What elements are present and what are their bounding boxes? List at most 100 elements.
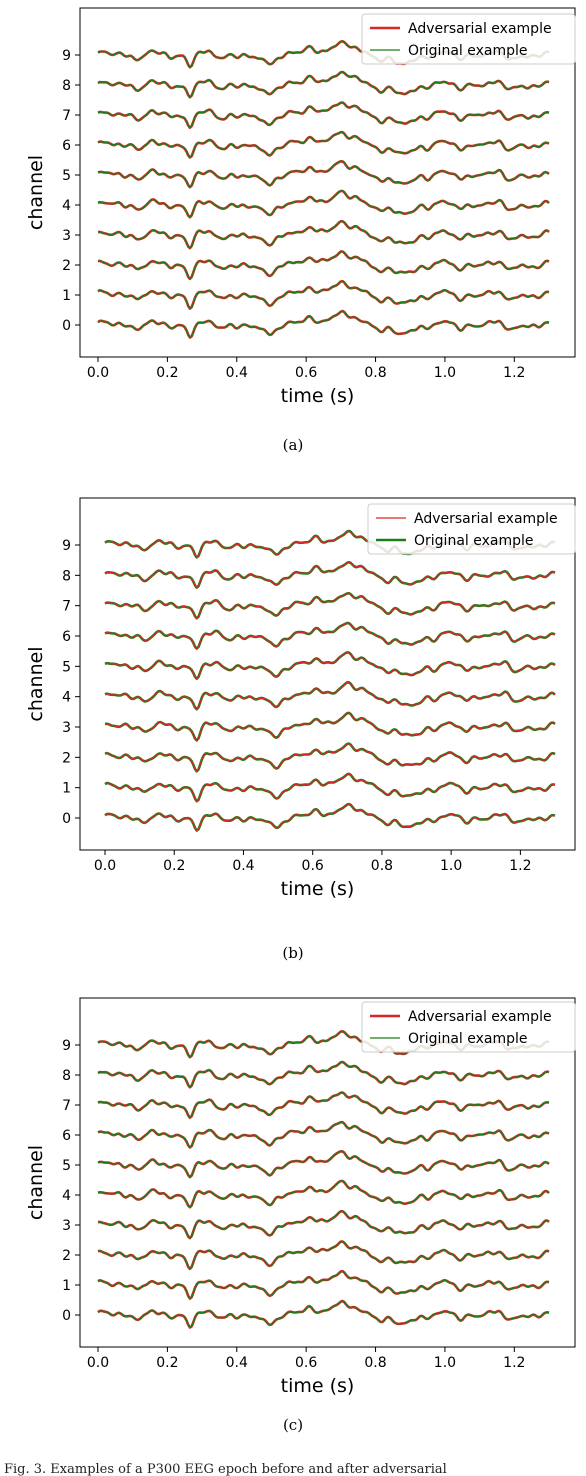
legend-box — [361, 1001, 576, 1053]
x-tick-label: 1.2 — [509, 858, 531, 874]
x-tick-label: 1.0 — [440, 858, 462, 874]
y-tick-label: 4 — [62, 690, 71, 706]
legend-label: Adversarial example — [408, 21, 552, 37]
x-axis-label: time (s) — [281, 385, 355, 407]
y-tick-label: 9 — [62, 48, 71, 64]
x-tick-label: 0.6 — [302, 858, 324, 874]
chart-svg-b: 0.0 0.2 0.4 0.6 0.8 1.0 1.2 0 1 2 3 4 5 6 7 8 9 time (s) c… — [25, 497, 576, 900]
y-tick-label: 3 — [62, 228, 71, 244]
caption-b: (b) — [282, 944, 304, 962]
chart-svg-c: 0.0 0.2 0.4 0.6 0.8 1.0 1.2 0 1 2 3 4 5 6 7 8 9 time (s) c… — [25, 997, 576, 1397]
series-line-0-ch2 — [104, 742, 556, 773]
y-tick-label: 7 — [62, 599, 71, 615]
x-tick-label: 0.6 — [295, 1355, 317, 1371]
series-line-1-ch2 — [97, 1240, 550, 1270]
y-tick-label: 4 — [62, 1188, 71, 1204]
chart-panel-c: 0.0 0.2 0.4 0.6 0.8 1.0 1.2 0 1 2 3 4 5 6 7 8 9 time (s) c… — [0, 990, 586, 1450]
x-tick-label: 0.0 — [94, 858, 116, 874]
series-line-1-ch8 — [97, 1061, 550, 1088]
y-tick-label: 1 — [62, 781, 71, 797]
y-tick-label: 6 — [62, 629, 71, 645]
y-tick-label: 1 — [62, 288, 71, 304]
y-tick-label: 0 — [62, 811, 71, 827]
y-tick-label: 6 — [62, 1128, 71, 1144]
series-line-1-ch1 — [97, 280, 550, 310]
x-tick-label: 0.6 — [295, 365, 317, 381]
series-line-1-ch5 — [97, 1150, 550, 1178]
series-line-1-ch7 — [97, 102, 550, 129]
legend-box — [361, 13, 576, 65]
series-line-0-ch5 — [104, 651, 556, 680]
x-tick-label: 0.4 — [226, 365, 248, 381]
series-line-1-ch8 — [97, 71, 550, 98]
y-tick-label: 2 — [62, 258, 71, 274]
series-line-1-ch0 — [97, 1300, 550, 1329]
y-tick-label: 8 — [62, 78, 71, 94]
y-axis-label: channel — [25, 155, 47, 230]
x-tick-label: 1.0 — [434, 1355, 456, 1371]
series-line-1-ch6 — [97, 131, 550, 159]
y-tick-label: 0 — [62, 318, 71, 334]
y-tick-label: 7 — [62, 108, 71, 124]
plot-frame — [79, 7, 576, 358]
y-tick-label: 9 — [62, 1038, 71, 1054]
caption-c: (c) — [282, 1416, 304, 1434]
series-line-1-ch3 — [97, 220, 550, 249]
y-tick-label: 0 — [62, 1308, 71, 1324]
y-tick-label: 3 — [62, 720, 71, 736]
x-axis-label: time (s) — [281, 878, 355, 900]
x-tick-label: 1.0 — [434, 365, 456, 381]
x-tick-label: 0.8 — [364, 1355, 386, 1371]
series-line-1-ch4 — [97, 1180, 550, 1209]
y-tick-label: 5 — [62, 659, 71, 675]
y-tick-label: 8 — [62, 568, 71, 584]
x-tick-label: 1.2 — [503, 365, 525, 381]
x-tick-label: 0.2 — [163, 858, 185, 874]
series-line-1-ch2 — [97, 250, 550, 280]
y-tick-label: 7 — [62, 1098, 71, 1114]
series-line-0-ch4 — [104, 681, 556, 710]
legend-label: Original example — [414, 533, 534, 549]
chart-panel-a: 0.0 0.2 0.4 0.6 0.8 1.0 1.2 0 1 2 3 4 5 6 7 8 9 time (s) c… — [0, 0, 586, 470]
series-line-0-ch3 — [104, 712, 556, 741]
series-line-0-ch8 — [104, 561, 556, 589]
y-tick-label: 6 — [62, 138, 71, 154]
x-tick-label: 0.8 — [371, 858, 393, 874]
x-tick-label: 0.8 — [364, 365, 386, 381]
x-tick-label: 0.0 — [87, 365, 109, 381]
x-tick-label: 0.2 — [156, 1355, 178, 1371]
y-tick-label: 4 — [62, 198, 71, 214]
series-line-1-ch0 — [97, 310, 550, 339]
y-tick-label: 9 — [62, 538, 71, 554]
y-tick-label: 3 — [62, 1218, 71, 1234]
legend-label: Adversarial example — [414, 511, 558, 527]
series-line-1-ch7 — [97, 1092, 550, 1119]
x-tick-label: 1.2 — [503, 1355, 525, 1371]
legend-box — [367, 503, 576, 555]
series-line-1-ch3 — [97, 1210, 550, 1239]
series-line-0-ch6 — [104, 622, 556, 650]
plot-frame — [79, 497, 576, 851]
x-tick-label: 0.4 — [232, 858, 254, 874]
chart-svg-a: 0.0 0.2 0.4 0.6 0.8 1.0 1.2 0 1 2 3 4 5 6 7 8 9 time (s) c… — [25, 7, 576, 407]
plot-frame — [79, 997, 576, 1348]
legend-label: Adversarial example — [408, 1009, 552, 1025]
y-tick-label: 5 — [62, 168, 71, 184]
series-line-1-ch4 — [97, 190, 550, 219]
series-line-0-ch1 — [104, 773, 556, 803]
y-axis-label: channel — [25, 1145, 47, 1220]
x-tick-label: 0.2 — [156, 365, 178, 381]
y-axis-label: channel — [25, 646, 47, 721]
chart-panel-b: 0.0 0.2 0.4 0.6 0.8 1.0 1.2 0 1 2 3 4 5 6 7 8 9 time (s) c… — [0, 490, 586, 962]
figure-caption-footer: Fig. 3. Examples of a P300 EEG epoch bef… — [4, 1462, 447, 1476]
caption-a: (a) — [282, 436, 304, 454]
y-tick-label: 2 — [62, 1248, 71, 1264]
series-line-1-ch1 — [97, 1270, 550, 1300]
x-axis-label: time (s) — [281, 1375, 355, 1397]
legend-label: Original example — [408, 43, 528, 59]
series-line-0-ch0 — [104, 803, 556, 832]
y-tick-label: 1 — [62, 1278, 71, 1294]
series-line-1-ch5 — [97, 160, 550, 188]
y-tick-label: 2 — [62, 750, 71, 766]
y-tick-label: 5 — [62, 1158, 71, 1174]
